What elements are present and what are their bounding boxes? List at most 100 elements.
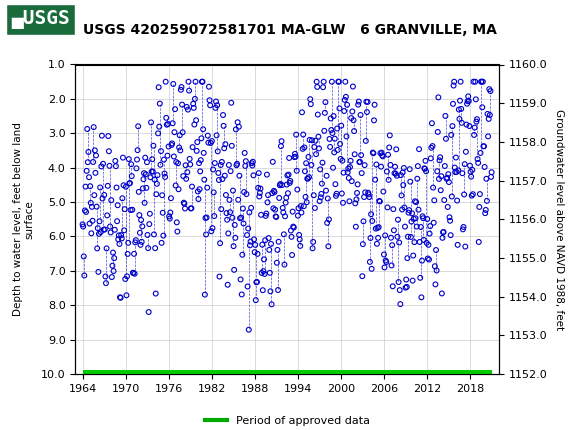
- Point: [265, 269, 274, 276]
- Point: [227, 142, 237, 149]
- Point: [93, 245, 102, 252]
- Point: [170, 129, 179, 135]
- Point: [229, 243, 238, 249]
- Point: [289, 223, 298, 230]
- Point: [398, 169, 407, 176]
- Point: [332, 125, 342, 132]
- Point: [181, 162, 190, 169]
- Point: [338, 200, 347, 206]
- Point: [188, 100, 198, 107]
- Point: [150, 245, 160, 252]
- Point: [143, 245, 153, 252]
- Point: [367, 265, 376, 272]
- Point: [187, 183, 197, 190]
- Point: [367, 211, 376, 218]
- Point: [317, 190, 326, 197]
- Point: [249, 236, 259, 243]
- Point: [377, 149, 386, 156]
- Point: [165, 213, 174, 220]
- Point: [122, 273, 132, 280]
- Point: [252, 279, 262, 286]
- Point: [242, 232, 252, 239]
- Point: [483, 111, 492, 117]
- Point: [157, 147, 166, 154]
- Point: [369, 150, 378, 157]
- Point: [408, 277, 417, 284]
- Point: [255, 190, 264, 197]
- Point: [230, 221, 240, 228]
- Point: [337, 190, 346, 197]
- Point: [398, 181, 408, 188]
- Point: [396, 172, 405, 178]
- Point: [234, 197, 243, 203]
- Point: [112, 184, 121, 191]
- Point: [383, 151, 393, 158]
- Point: [85, 220, 94, 227]
- Point: [99, 160, 108, 167]
- Point: [360, 162, 369, 169]
- Point: [201, 231, 211, 238]
- Point: [318, 84, 328, 91]
- Point: [478, 78, 487, 85]
- Point: [260, 237, 270, 244]
- Point: [201, 215, 210, 221]
- Point: [394, 239, 404, 246]
- Point: [179, 172, 188, 179]
- Point: [340, 78, 350, 85]
- Point: [466, 173, 476, 180]
- Point: [406, 233, 415, 240]
- Point: [135, 229, 144, 236]
- Point: [241, 158, 251, 165]
- Point: [141, 171, 150, 178]
- Point: [333, 147, 342, 154]
- Point: [327, 78, 336, 85]
- Point: [321, 99, 330, 106]
- Point: [353, 181, 362, 188]
- Point: [195, 186, 204, 193]
- Point: [233, 160, 242, 167]
- Point: [206, 228, 216, 235]
- Point: [128, 269, 137, 276]
- Point: [203, 132, 212, 139]
- Point: [108, 262, 117, 269]
- Point: [226, 168, 235, 175]
- Point: [440, 163, 450, 169]
- Point: [306, 96, 315, 103]
- Point: [147, 168, 156, 175]
- Point: [269, 187, 278, 194]
- Point: [222, 191, 231, 198]
- Point: [456, 105, 466, 112]
- Point: [221, 141, 230, 147]
- Point: [226, 209, 235, 215]
- Point: [336, 156, 345, 163]
- Point: [484, 116, 494, 123]
- Point: [177, 101, 187, 108]
- Point: [404, 209, 413, 216]
- Point: [153, 181, 162, 187]
- Point: [431, 281, 440, 288]
- Point: [394, 279, 403, 286]
- Point: [84, 148, 93, 155]
- Point: [208, 166, 218, 173]
- Point: [315, 198, 324, 205]
- Point: [328, 164, 338, 171]
- Point: [244, 326, 253, 333]
- Point: [365, 258, 375, 265]
- Point: [290, 154, 299, 160]
- Point: [198, 78, 207, 85]
- Point: [84, 174, 93, 181]
- Point: [441, 135, 451, 142]
- Point: [373, 224, 382, 231]
- Point: [190, 95, 200, 102]
- Point: [85, 183, 95, 190]
- Point: [78, 223, 88, 230]
- Point: [414, 206, 423, 213]
- Point: [136, 217, 146, 224]
- Point: [283, 172, 292, 179]
- Point: [102, 280, 111, 286]
- Point: [161, 78, 171, 85]
- Point: [154, 130, 163, 137]
- Point: [138, 185, 147, 192]
- Point: [168, 120, 177, 127]
- Point: [379, 188, 388, 195]
